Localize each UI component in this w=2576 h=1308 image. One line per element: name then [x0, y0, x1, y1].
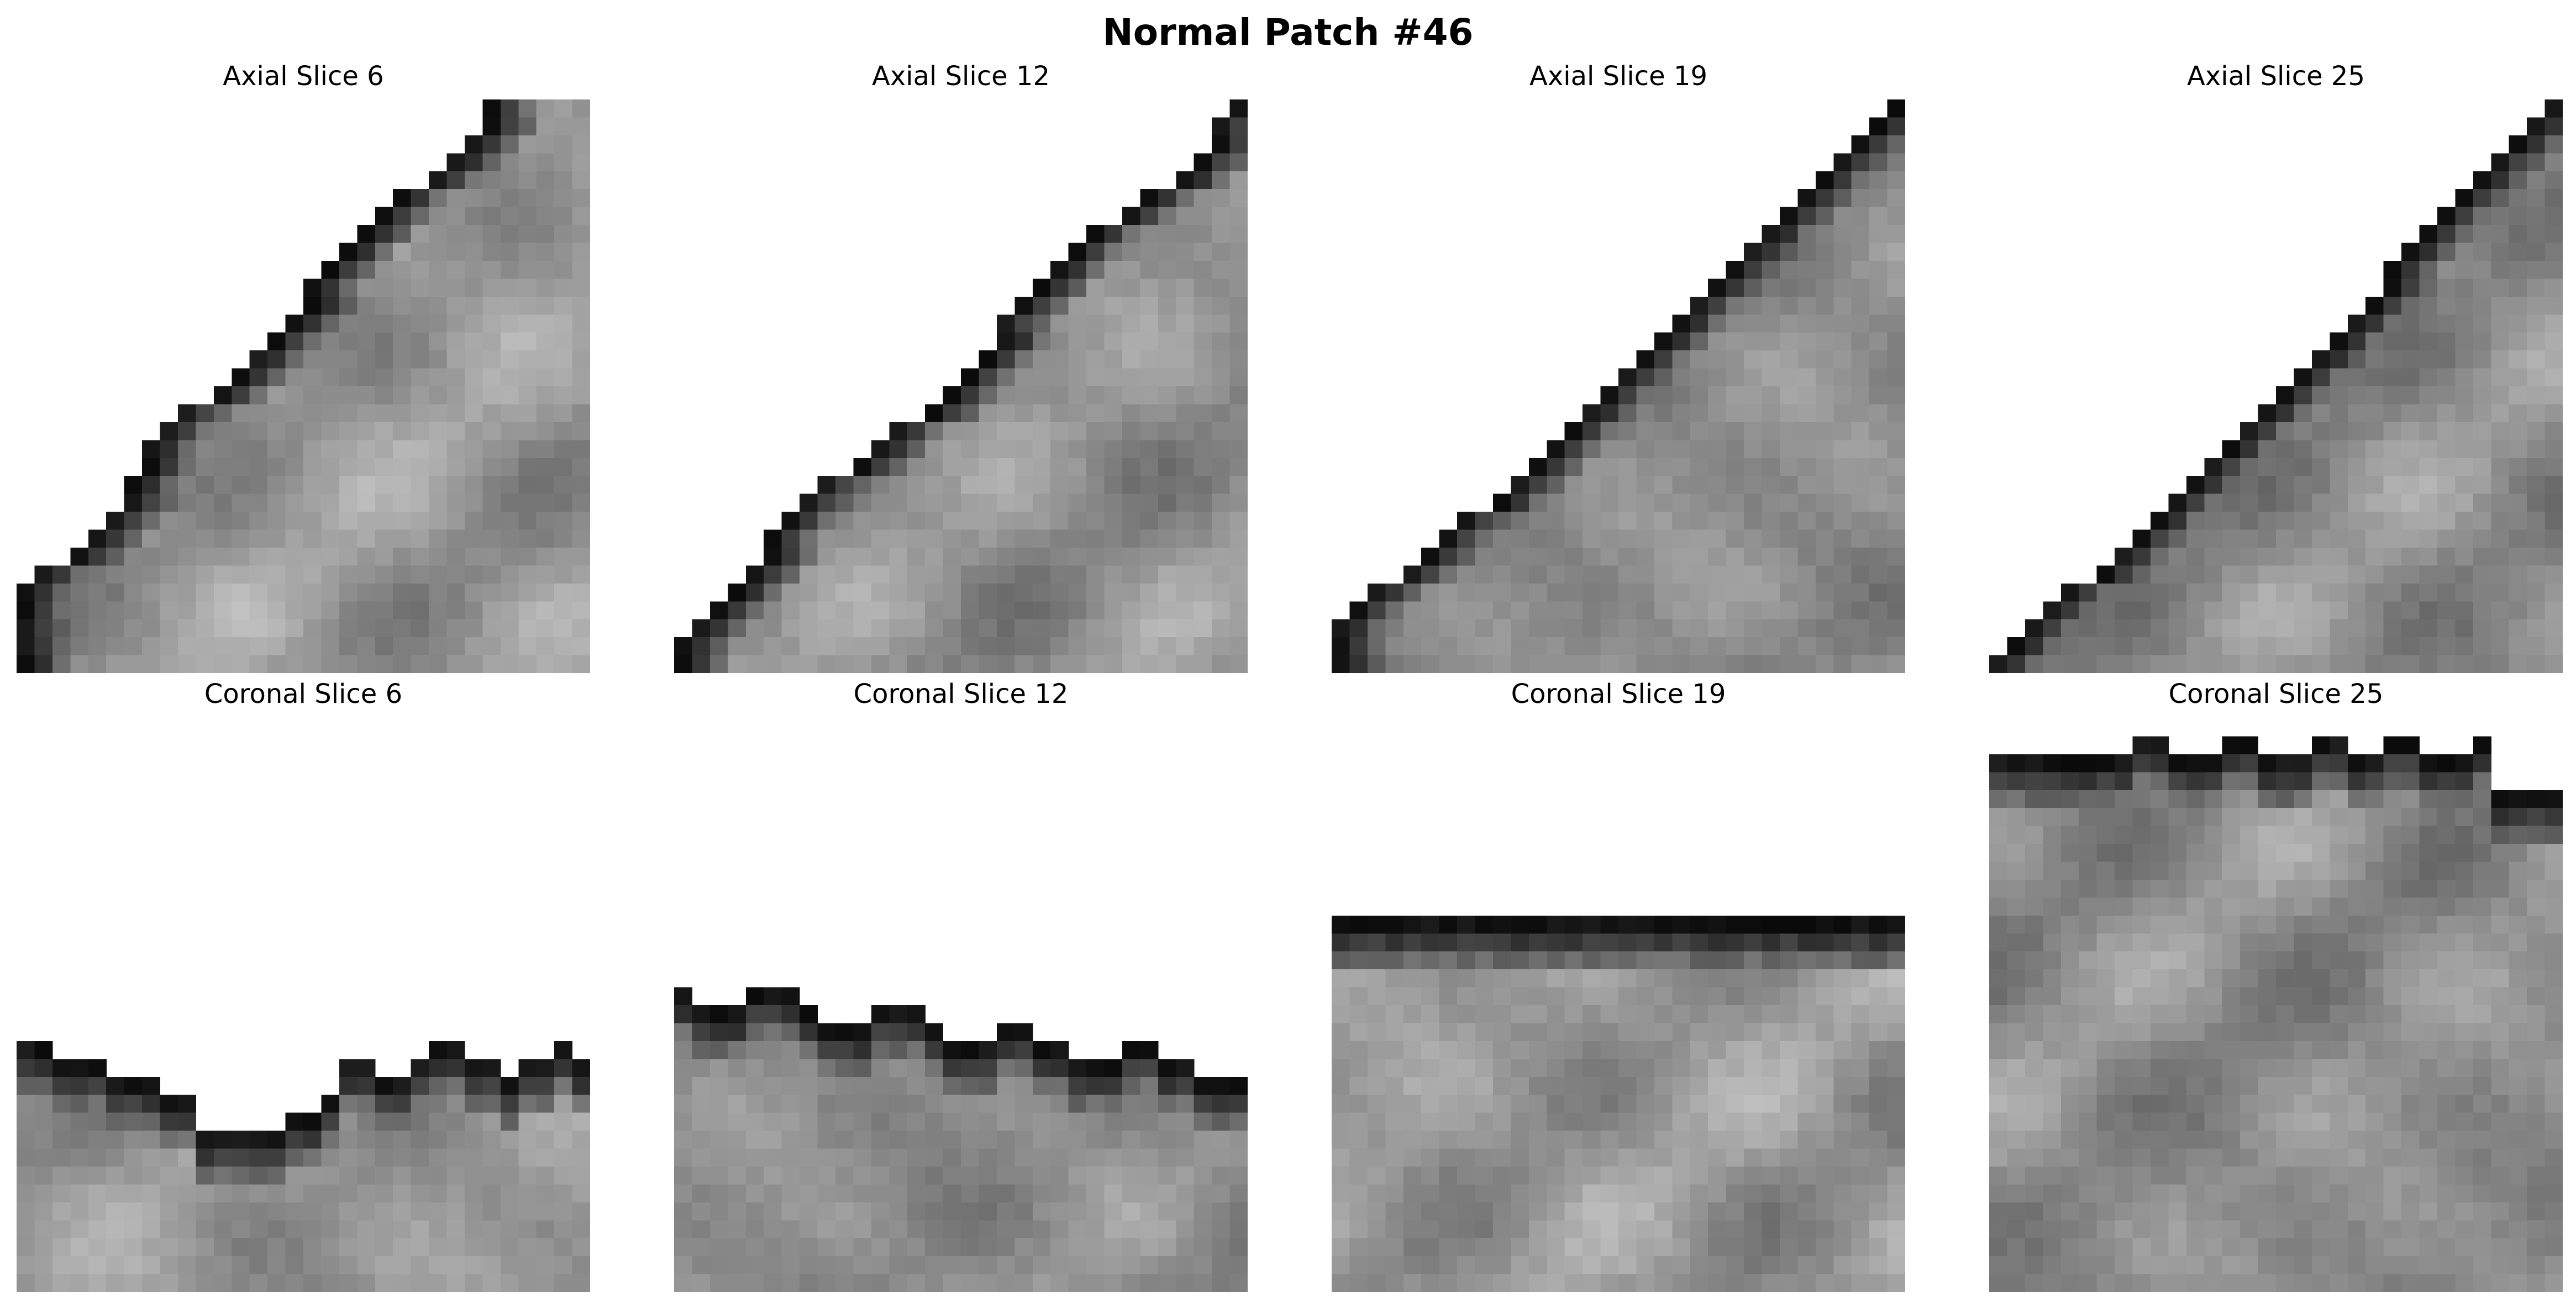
panel-title-axial-6: Axial Slice 6 — [223, 61, 384, 92]
panel-title-coronal-6: Coronal Slice 6 — [204, 679, 403, 710]
panel-title-axial-25: Axial Slice 25 — [2187, 61, 2365, 92]
figure-title: Normal Patch #46 — [1102, 11, 1474, 54]
pixel-grid — [1332, 915, 1905, 1292]
pixel-grid — [674, 987, 1248, 1292]
image-axial-slice-12 — [674, 99, 1248, 673]
panel-title-coronal-12: Coronal Slice 12 — [853, 679, 1069, 710]
image-coronal-slice-19 — [1332, 718, 1905, 1292]
pixel-grid — [1989, 99, 2563, 673]
image-axial-slice-19 — [1332, 99, 1905, 673]
image-axial-slice-25 — [1989, 99, 2563, 673]
panel-title-axial-12: Axial Slice 12 — [872, 61, 1050, 92]
panel-title-coronal-19: Coronal Slice 19 — [1511, 679, 1726, 710]
panel-title-coronal-25: Coronal Slice 25 — [2168, 679, 2384, 710]
image-coronal-slice-25 — [1989, 718, 2563, 1292]
pixel-grid — [17, 1041, 590, 1292]
image-coronal-slice-12 — [674, 718, 1248, 1292]
image-axial-slice-6 — [17, 99, 590, 673]
pixel-grid — [674, 99, 1248, 673]
pixel-grid — [1989, 736, 2563, 1292]
panel-title-axial-19: Axial Slice 19 — [1529, 61, 1707, 92]
pixel-grid — [17, 99, 590, 673]
pixel-grid — [1332, 99, 1905, 673]
image-coronal-slice-6 — [17, 718, 590, 1292]
